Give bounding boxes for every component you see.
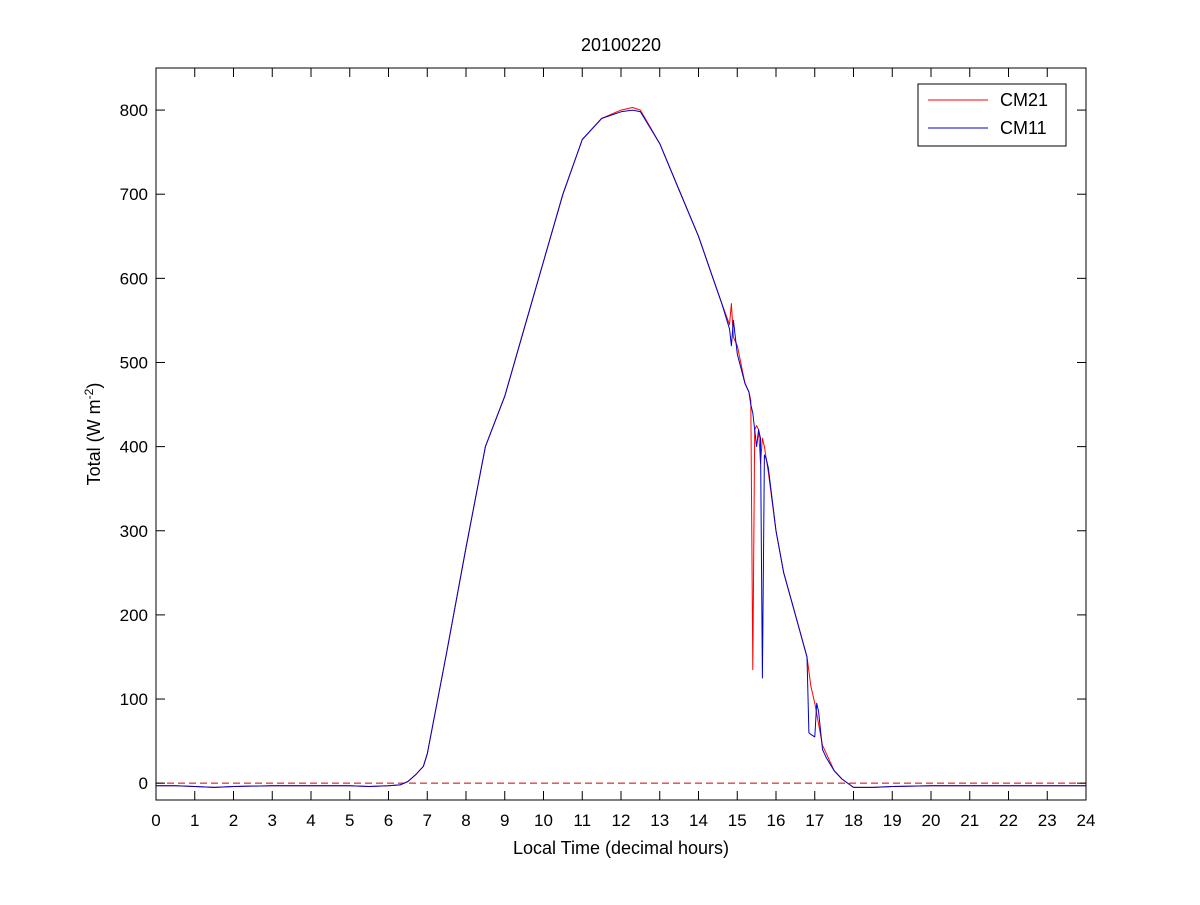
y-tick-label: 200: [120, 606, 148, 625]
x-tick-label: 24: [1077, 811, 1096, 830]
y-tick-label: 600: [120, 269, 148, 288]
x-tick-label: 5: [345, 811, 354, 830]
x-tick-label: 3: [268, 811, 277, 830]
x-tick-label: 1: [190, 811, 199, 830]
y-axis: 0 100 200 300 400 500 600 700 800: [120, 101, 1086, 793]
x-tick-label: 10: [534, 811, 553, 830]
legend: CM21 CM11: [917, 83, 1067, 147]
x-tick-label: 17: [805, 811, 824, 830]
x-tick-label: 12: [612, 811, 631, 830]
x-tick-label: 19: [883, 811, 902, 830]
x-tick-label: 23: [1038, 811, 1057, 830]
legend-box: [917, 83, 1067, 147]
x-tick-label: 2: [229, 811, 238, 830]
y-tick-label: 0: [139, 774, 148, 793]
x-axis: 0 1 2 3 4 5 6 7 8 9 10 11 12 13 14 15 16 17 18 19 20 21 22 23 24: [151, 68, 1095, 830]
x-tick-label: 6: [384, 811, 393, 830]
y-tick-label: 300: [120, 522, 148, 541]
y-axis-label-suffix: ): [84, 383, 104, 389]
series-layer: [156, 107, 1086, 788]
x-tick-label: 11: [573, 811, 591, 830]
x-tick-label: 13: [650, 811, 669, 830]
series-line-cm11: [156, 109, 1086, 788]
y-tick-label: 700: [120, 185, 148, 204]
x-tick-label: 18: [844, 811, 863, 830]
x-tick-label: 14: [689, 811, 708, 830]
x-tick-label: 9: [500, 811, 509, 830]
x-tick-label: 22: [999, 811, 1018, 830]
chart-title: 20100220: [581, 35, 661, 55]
y-axis-label: Total (W m-2): [82, 383, 104, 486]
y-tick-label: 100: [120, 690, 148, 709]
x-tick-label: 4: [306, 811, 315, 830]
x-tick-label: 20: [922, 811, 941, 830]
plot-area: [156, 68, 1086, 800]
y-axis-label-sup: -2: [82, 388, 96, 399]
x-tick-label: 21: [960, 811, 979, 830]
legend-label-cm21: CM21: [1000, 90, 1048, 110]
x-tick-label: 0: [151, 811, 160, 830]
x-tick-label: 7: [423, 811, 432, 830]
legend-label-cm11: CM11: [1000, 118, 1047, 138]
y-tick-label: 500: [120, 353, 148, 372]
x-axis-label: Local Time (decimal hours): [513, 838, 729, 858]
y-tick-label: 400: [120, 438, 148, 457]
x-tick-label: 16: [767, 811, 786, 830]
y-axis-label-prefix: Total (W m: [84, 399, 104, 485]
x-tick-label: 15: [728, 811, 747, 830]
y-tick-label: 800: [120, 101, 148, 120]
x-tick-label: 8: [461, 811, 470, 830]
